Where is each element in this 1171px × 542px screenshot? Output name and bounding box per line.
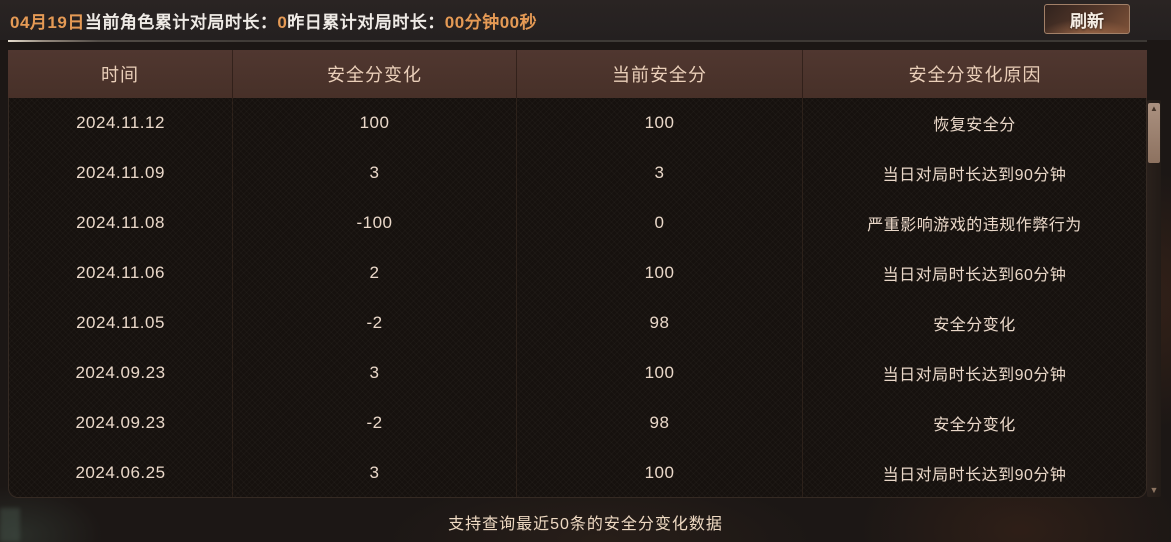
refresh-button[interactable]: 刷新 xyxy=(1044,4,1130,34)
background-texture xyxy=(0,508,20,542)
cell-score: 3 xyxy=(517,148,803,198)
cell-reason: 安全分变化 xyxy=(933,317,1016,334)
today-playtime-value: 0 xyxy=(277,12,288,32)
cell-reason: 当日对局时长达到90分钟 xyxy=(882,367,1067,384)
scroll-down-icon[interactable]: ▼ xyxy=(1149,485,1159,495)
cell-change: -2 xyxy=(233,398,517,448)
cell-date: 2024.06.25 xyxy=(9,448,233,497)
cell-reason: 当日对局时长达到90分钟 xyxy=(882,167,1067,184)
table-row: 2024.11.06 2 100 当日对局时长达到60分钟 xyxy=(9,248,1146,298)
cell-score: 98 xyxy=(517,398,803,448)
cell-change: 2 xyxy=(233,248,517,298)
cell-date: 2024.11.06 xyxy=(9,248,233,298)
cell-change: -2 xyxy=(233,298,517,348)
cell-score: 98 xyxy=(517,298,803,348)
cell-change: 100 xyxy=(233,98,517,148)
query-limit-note: 支持查询最近50条的安全分变化数据 xyxy=(448,516,723,533)
vertical-scrollbar[interactable]: ▲ ▼ xyxy=(1147,100,1161,497)
cell-change: 3 xyxy=(233,148,517,198)
cell-score: 100 xyxy=(517,248,803,298)
cell-change: -100 xyxy=(233,198,517,248)
table-body: 2024.11.12 100 100 恢复安全分 2024.11.09 3 3 … xyxy=(8,98,1147,498)
table-header-row: 时间 安全分变化 当前安全分 安全分变化原因 xyxy=(8,50,1147,98)
cell-date: 2024.09.23 xyxy=(9,398,233,448)
cell-date: 2024.11.08 xyxy=(9,198,233,248)
cell-date: 2024.11.09 xyxy=(9,148,233,198)
table-row: 2024.11.05 -2 98 安全分变化 xyxy=(9,298,1146,348)
table-row: 2024.11.09 3 3 当日对局时长达到90分钟 xyxy=(9,148,1146,198)
cell-reason: 恢复安全分 xyxy=(933,117,1016,134)
cell-reason: 当日对局时长达到90分钟 xyxy=(882,467,1067,484)
cell-score: 0 xyxy=(517,198,803,248)
header-score-change: 安全分变化 xyxy=(233,50,517,98)
cell-score: 100 xyxy=(517,98,803,148)
top-stats-bar: 04月19日当前角色累计对局时长：0昨日累计对局时长：00分钟00秒 刷新 xyxy=(0,0,1171,40)
table-row: 2024.11.08 -100 0 严重影响游戏的违规作弊行为 xyxy=(9,198,1146,248)
table-row: 2024.06.25 3 100 当日对局时长达到90分钟 xyxy=(9,448,1146,497)
cell-date: 2024.09.23 xyxy=(9,348,233,398)
cell-date: 2024.11.12 xyxy=(9,98,233,148)
cell-change: 3 xyxy=(233,348,517,398)
cell-change: 3 xyxy=(233,448,517,497)
table-row: 2024.09.23 3 100 当日对局时长达到90分钟 xyxy=(9,348,1146,398)
security-score-panel: 时间 安全分变化 当前安全分 安全分变化原因 2024.11.12 100 10… xyxy=(8,40,1147,498)
panel-head-gap xyxy=(8,42,1147,50)
cell-reason: 当日对局时长达到60分钟 xyxy=(882,267,1067,284)
scrollbar-thumb[interactable]: ▲ xyxy=(1148,103,1160,163)
panel-top-divider xyxy=(8,40,1147,42)
cell-reason: 安全分变化 xyxy=(933,417,1016,434)
today-playtime-label: 当前角色累计对局时长： xyxy=(84,12,278,32)
current-date: 04月19日 xyxy=(10,12,85,32)
playtime-summary: 04月19日当前角色累计对局时长：0昨日累计对局时长：00分钟00秒 xyxy=(0,8,537,33)
cell-score: 100 xyxy=(517,448,803,497)
cell-reason: 严重影响游戏的违规作弊行为 xyxy=(867,217,1082,234)
header-time: 时间 xyxy=(8,50,233,98)
header-change-reason: 安全分变化原因 xyxy=(908,65,1042,85)
table-row: 2024.11.12 100 100 恢复安全分 xyxy=(9,98,1146,148)
header-current-score: 当前安全分 xyxy=(517,50,803,98)
cell-score: 100 xyxy=(517,348,803,398)
table-row: 2024.09.23 -2 98 安全分变化 xyxy=(9,398,1146,448)
scroll-up-icon[interactable]: ▲ xyxy=(1150,104,1158,113)
cell-date: 2024.11.05 xyxy=(9,298,233,348)
yesterday-playtime-label: 昨日累计对局时长： xyxy=(287,12,445,32)
yesterday-playtime-value: 00分钟00秒 xyxy=(444,12,538,32)
